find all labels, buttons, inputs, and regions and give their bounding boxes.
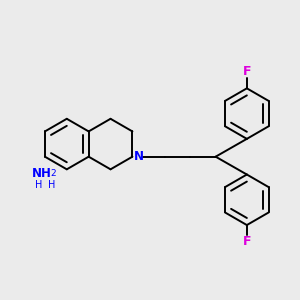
- Text: F: F: [243, 65, 251, 79]
- Text: 2: 2: [50, 169, 56, 178]
- Text: F: F: [243, 235, 251, 248]
- Text: NH: NH: [32, 167, 52, 179]
- Text: H: H: [34, 180, 42, 190]
- Text: H: H: [48, 180, 55, 190]
- Text: N: N: [134, 150, 144, 163]
